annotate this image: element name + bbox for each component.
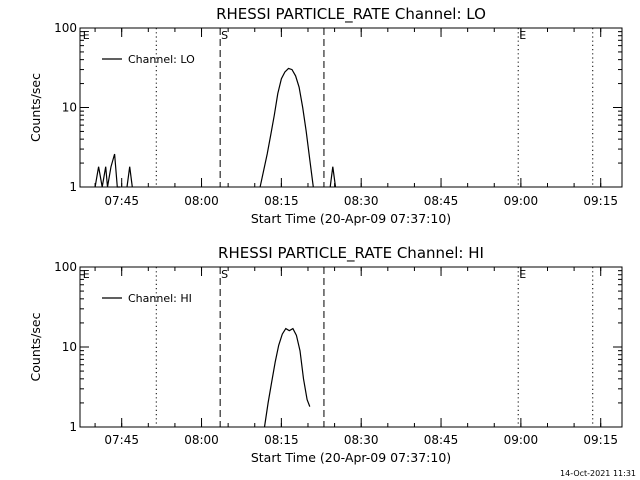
x-tick-label: 08:00 (184, 433, 219, 447)
x-axis-label: Start Time (20-Apr-09 07:37:10) (251, 450, 451, 465)
y-tick-label: 1 (69, 420, 77, 434)
x-tick-label: 09:15 (583, 194, 618, 208)
lo-channel-panel: RHESSI PARTICLE_RATE Channel: LO 1 10 100 07… (28, 5, 623, 226)
x-tick-label: 09:00 (504, 433, 539, 447)
y-axis-label: Counts/sec (28, 312, 43, 381)
hi-channel-panel: RHESSI PARTICLE_RATE Channel: HI 1 10 100 07… (28, 244, 623, 465)
y-tick-label: 1 (69, 180, 77, 194)
y-tick-label: 100 (54, 21, 77, 35)
event-marker-label: S (221, 268, 228, 281)
x-axis-label: Start Time (20-Apr-09 07:37:10) (251, 211, 451, 226)
legend-entry: Channel: LO (128, 53, 195, 66)
series-line-segment (329, 166, 337, 188)
x-tick-label: 07:45 (104, 433, 139, 447)
event-marker-label: E (83, 268, 90, 281)
series-line-segment (94, 153, 120, 188)
y-tick-label: 10 (62, 101, 77, 115)
plot-frame (79, 266, 623, 428)
x-tick-label: 09:15 (583, 433, 618, 447)
event-marker-label: E (519, 268, 526, 281)
series-line-segment (259, 67, 314, 188)
footer-timestamp: 14-Oct-2021 11:31 (560, 469, 636, 478)
x-tick-label: 08:15 (264, 194, 299, 208)
event-marker-label: E (83, 29, 90, 42)
y-axis-label: Counts/sec (28, 73, 43, 142)
x-tick-label: 08:45 (424, 194, 459, 208)
series-line-segment (126, 166, 133, 188)
x-tick-label: 07:45 (104, 194, 139, 208)
x-tick-label: 09:00 (504, 194, 539, 208)
plot-frame (79, 27, 623, 188)
x-tick-label: 08:00 (184, 194, 219, 208)
event-marker-label: S (221, 29, 228, 42)
x-tick-label: 08:30 (344, 433, 379, 447)
x-tick-label: 08:30 (344, 194, 379, 208)
x-tick-label: 08:45 (424, 433, 459, 447)
x-tick-label: 08:15 (264, 433, 299, 447)
event-marker-label: E (519, 29, 526, 42)
y-tick-label: 100 (54, 260, 77, 274)
legend-entry: Channel: HI (128, 292, 192, 305)
y-tick-label: 10 (62, 340, 77, 354)
chart-title: RHESSI PARTICLE_RATE Channel: LO (216, 5, 486, 24)
series-line-segment (263, 327, 311, 428)
chart-title: RHESSI PARTICLE_RATE Channel: HI (218, 244, 484, 263)
